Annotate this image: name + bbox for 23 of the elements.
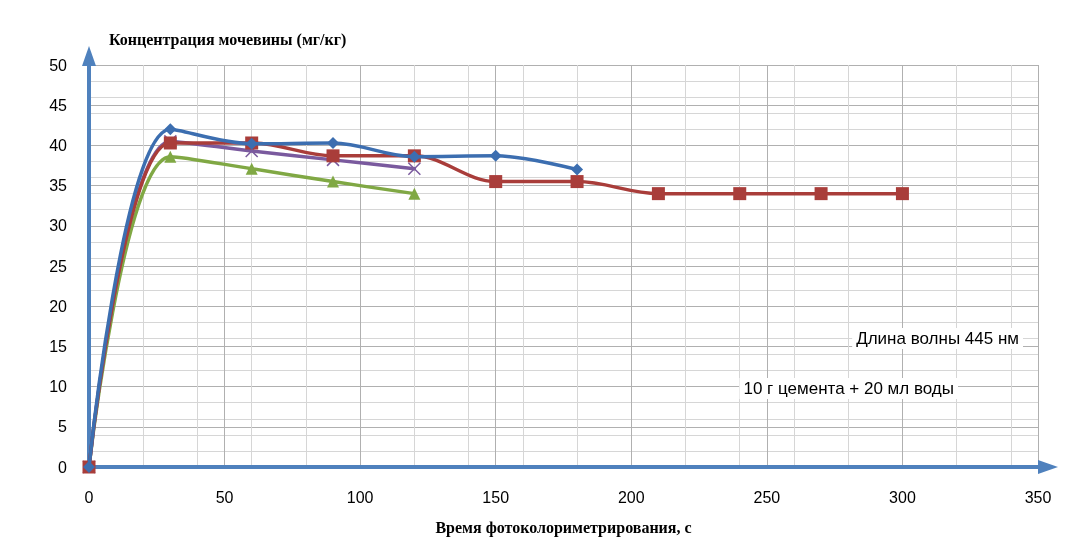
annotation: 10 г цемента + 20 мл воды — [743, 379, 955, 398]
y-tick-label: 20 — [49, 297, 68, 315]
y-tick-label: 45 — [49, 96, 68, 114]
x-tick-label: 350 — [1024, 488, 1052, 506]
x-tick-label: 250 — [753, 488, 781, 506]
y-tick-label: 10 — [49, 378, 68, 396]
x-tick-label: 150 — [482, 488, 510, 506]
y-tick-label: 0 — [58, 458, 68, 476]
y-tick-label: 35 — [49, 177, 68, 195]
x-axis-title: Время фотоколориметрирования, с — [435, 518, 692, 537]
annotation: Длина волны 445 нм — [856, 329, 1019, 348]
x-tick-label: 200 — [617, 488, 645, 506]
y-tick-label: 30 — [49, 217, 68, 235]
y-axis-title: Концентрация мочевины (мг/кг) — [109, 30, 347, 49]
y-tick-label: 5 — [58, 418, 68, 436]
y-tick-label: 25 — [49, 257, 68, 275]
x-tick-label: 100 — [346, 488, 374, 506]
x-tick-label: 0 — [84, 488, 94, 506]
y-tick-label: 50 — [49, 56, 68, 74]
y-tick-label: 15 — [49, 337, 68, 355]
x-tick-label: 300 — [889, 488, 916, 506]
x-tick-label: 50 — [215, 488, 234, 506]
y-tick-label: 40 — [49, 136, 68, 154]
